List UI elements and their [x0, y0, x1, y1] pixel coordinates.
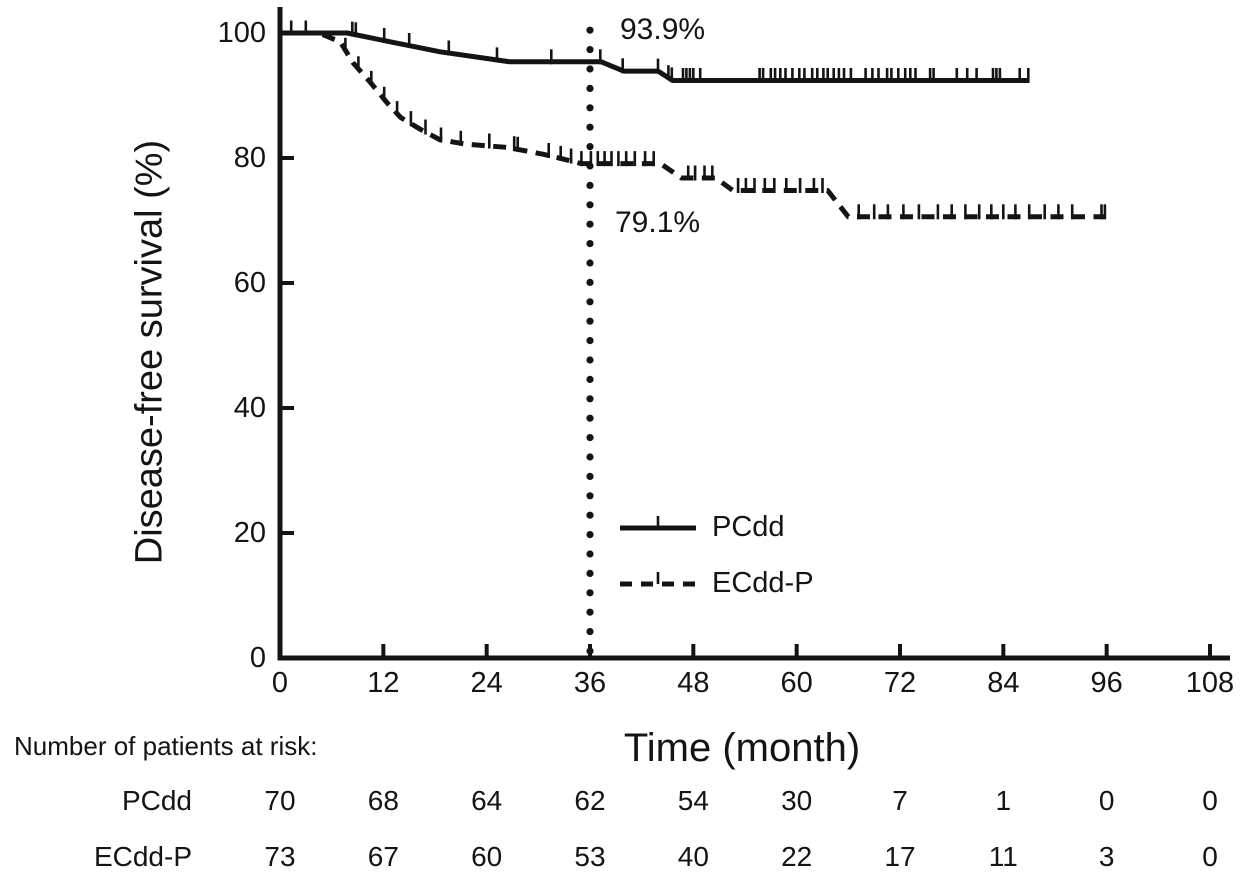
risk-count: 40 [677, 841, 709, 872]
risk-count: 17 [884, 841, 916, 872]
risk-count: 53 [574, 841, 606, 872]
y-tick-label: 100 [217, 17, 266, 49]
x-tick-label: 60 [780, 667, 813, 699]
ecddp-dashed-line-icon [620, 572, 696, 587]
x-tick-label: 24 [470, 667, 503, 699]
x-tick-label: 108 [1185, 667, 1235, 699]
risk-table-heading: Number of patients at risk: [14, 731, 318, 761]
risk-count: 0 [1202, 841, 1218, 872]
risk-count: 60 [471, 841, 503, 872]
legend-label-ecddp: ECdd-P [712, 567, 814, 599]
risk-count: 22 [781, 841, 813, 872]
risk-count: 54 [677, 785, 709, 816]
y-tick-label: 80 [233, 142, 266, 174]
risk-count: 73 [264, 841, 296, 872]
risk-count: 30 [781, 785, 813, 816]
x-tick-label: 72 [883, 667, 917, 699]
risk-count: 67 [367, 841, 399, 872]
risk-count: 11 [988, 841, 1018, 872]
x-tick-label: 84 [987, 667, 1020, 699]
risk-count: 62 [574, 785, 606, 816]
x-tick-label: 0 [271, 667, 289, 699]
y-tick-label: 40 [233, 392, 266, 424]
y-axis-title: Disease-free survival (%) [128, 139, 171, 565]
legend-label-pcdd: PCdd [712, 511, 785, 543]
y-tick-label: 20 [233, 517, 266, 549]
risk-row-label: PCdd [121, 785, 192, 816]
x-tick-label: 12 [367, 667, 400, 699]
x-tick-label: 48 [677, 667, 710, 699]
risk-count: 68 [367, 785, 399, 816]
risk-count: 1 [995, 785, 1012, 816]
annotation-pcdd-36mo: 93.9% [620, 13, 706, 46]
legend-item-ecddp: ECdd-P [618, 567, 814, 599]
annotation-ecddp-36mo: 79.1% [615, 206, 701, 239]
y-tick-label: 60 [233, 267, 266, 299]
risk-count: 70 [264, 785, 296, 816]
risk-count: 3 [1098, 841, 1115, 872]
x-axis-title: Time (month) [623, 726, 861, 770]
risk-count: 0 [1202, 785, 1218, 816]
series-curve-PCdd [280, 30, 1029, 83]
risk-count: 64 [471, 785, 503, 816]
risk-row-label: ECdd-P [93, 841, 192, 872]
risk-count: 0 [1098, 785, 1115, 816]
x-tick-label: 36 [573, 667, 607, 699]
series-curve-ECdd-P [280, 30, 1105, 220]
y-tick-label: 0 [249, 642, 266, 674]
x-tick-label: 96 [1090, 667, 1123, 699]
legend-item-pcdd: PCdd [618, 511, 785, 543]
legend: PCdd ECdd-P [618, 505, 898, 615]
pcdd-solid-line-icon [620, 516, 696, 531]
risk-count: 7 [892, 785, 908, 816]
